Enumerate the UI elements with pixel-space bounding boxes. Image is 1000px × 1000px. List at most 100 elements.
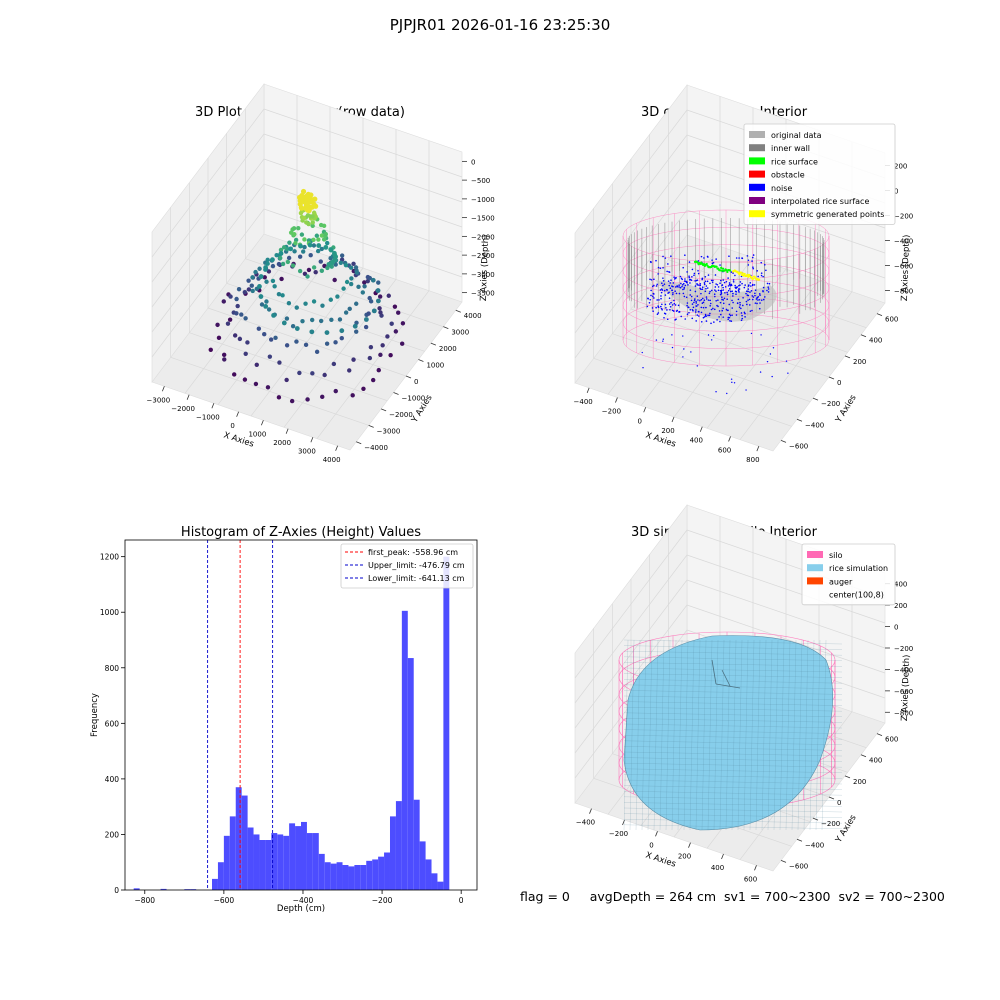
noise-point [719,264,721,266]
data-point [309,317,315,323]
histogram-bar [160,888,167,890]
noise-point [693,301,695,304]
data-point [284,377,289,383]
data-point [259,302,265,307]
mesh-line [659,639,665,831]
histogram-bar [253,834,260,890]
noise-point [688,261,691,263]
mesh-line [623,723,843,729]
noise-point [722,279,725,281]
data-point [258,274,264,279]
noise-point [702,316,705,319]
noise-point [757,275,759,278]
noise-point [687,306,690,309]
x-tick-label: −200 [609,830,628,838]
noise-point [655,285,658,287]
noise-point [719,282,721,284]
data-point [333,388,338,394]
noise-point [661,289,664,291]
noise-point [668,291,670,294]
x-tick-label: −600 [214,896,235,905]
noise-point [747,290,749,293]
noise-point [659,289,662,291]
y-tick-label: 800 [105,664,120,673]
noise-point [748,298,751,301]
data-point [225,321,231,326]
rice-surface-point [702,262,706,266]
histogram-bar [235,787,242,890]
data-point [370,277,376,283]
histogram-bar [360,865,367,890]
y-tick-label: 600 [105,719,120,728]
legend-swatch [749,170,765,178]
noise-point [688,311,690,314]
noise-point [707,334,710,336]
y-tick [780,440,787,443]
mesh-line [623,645,843,650]
data-point [329,317,334,323]
noise-point [697,303,699,306]
auger [711,659,741,689]
mesh-line [731,639,737,831]
noise-point [741,314,743,317]
noise-point [734,274,736,277]
noise-point [701,302,704,305]
noise-point [723,281,726,284]
histogram-bar [301,821,307,890]
data-point [249,283,254,288]
data-point [348,265,354,270]
noise-point [731,381,733,384]
data-point [215,322,220,328]
noise-point [737,289,740,292]
mesh-line [719,639,725,831]
noise-point [680,282,682,285]
data-point [297,370,302,376]
symmetric-points [731,269,761,281]
data-point [265,385,271,390]
symmetric-point [742,274,745,277]
noise-point [699,287,701,290]
mesh-line [623,785,843,790]
classify-legend-frame [743,123,896,225]
noise-point [707,314,709,317]
histogram-bar [259,840,266,890]
noise-point [767,286,770,288]
noise-point [647,297,649,300]
y-tick [368,424,374,428]
data-point [302,244,307,250]
z-tick-label: −2500 [471,252,495,260]
data-point [347,306,352,312]
y-tick [443,326,449,330]
noise-point [732,280,735,283]
noise-point [737,288,740,290]
legend-label: interpolated rice surface [771,197,869,206]
data-point [294,339,299,344]
data-point [375,298,381,304]
x-tick-label: 0 [637,417,641,425]
x-tick [236,411,239,417]
noise-point [646,305,649,308]
noise-point [760,272,763,274]
mesh-line [623,639,843,645]
x-tick-label: 4000 [323,456,341,464]
noise-point [682,288,684,291]
data-point [303,342,309,348]
noise-point [671,309,674,312]
y-tick-label: −600 [789,442,808,450]
x-tick-label: 200 [678,853,691,861]
noise-point [649,298,652,301]
noise-point [709,299,712,302]
noise-point [699,283,702,285]
data-point [274,252,279,258]
mesh-line [623,796,843,801]
x-tick [261,420,264,426]
rice-surface-point [696,261,699,264]
noise-point [688,278,691,281]
y-tick-label: 1000 [426,362,444,370]
noise-point [751,295,754,297]
data-point [328,247,334,253]
data-point [263,265,269,270]
data-point [319,268,325,273]
noise-point [660,291,663,294]
